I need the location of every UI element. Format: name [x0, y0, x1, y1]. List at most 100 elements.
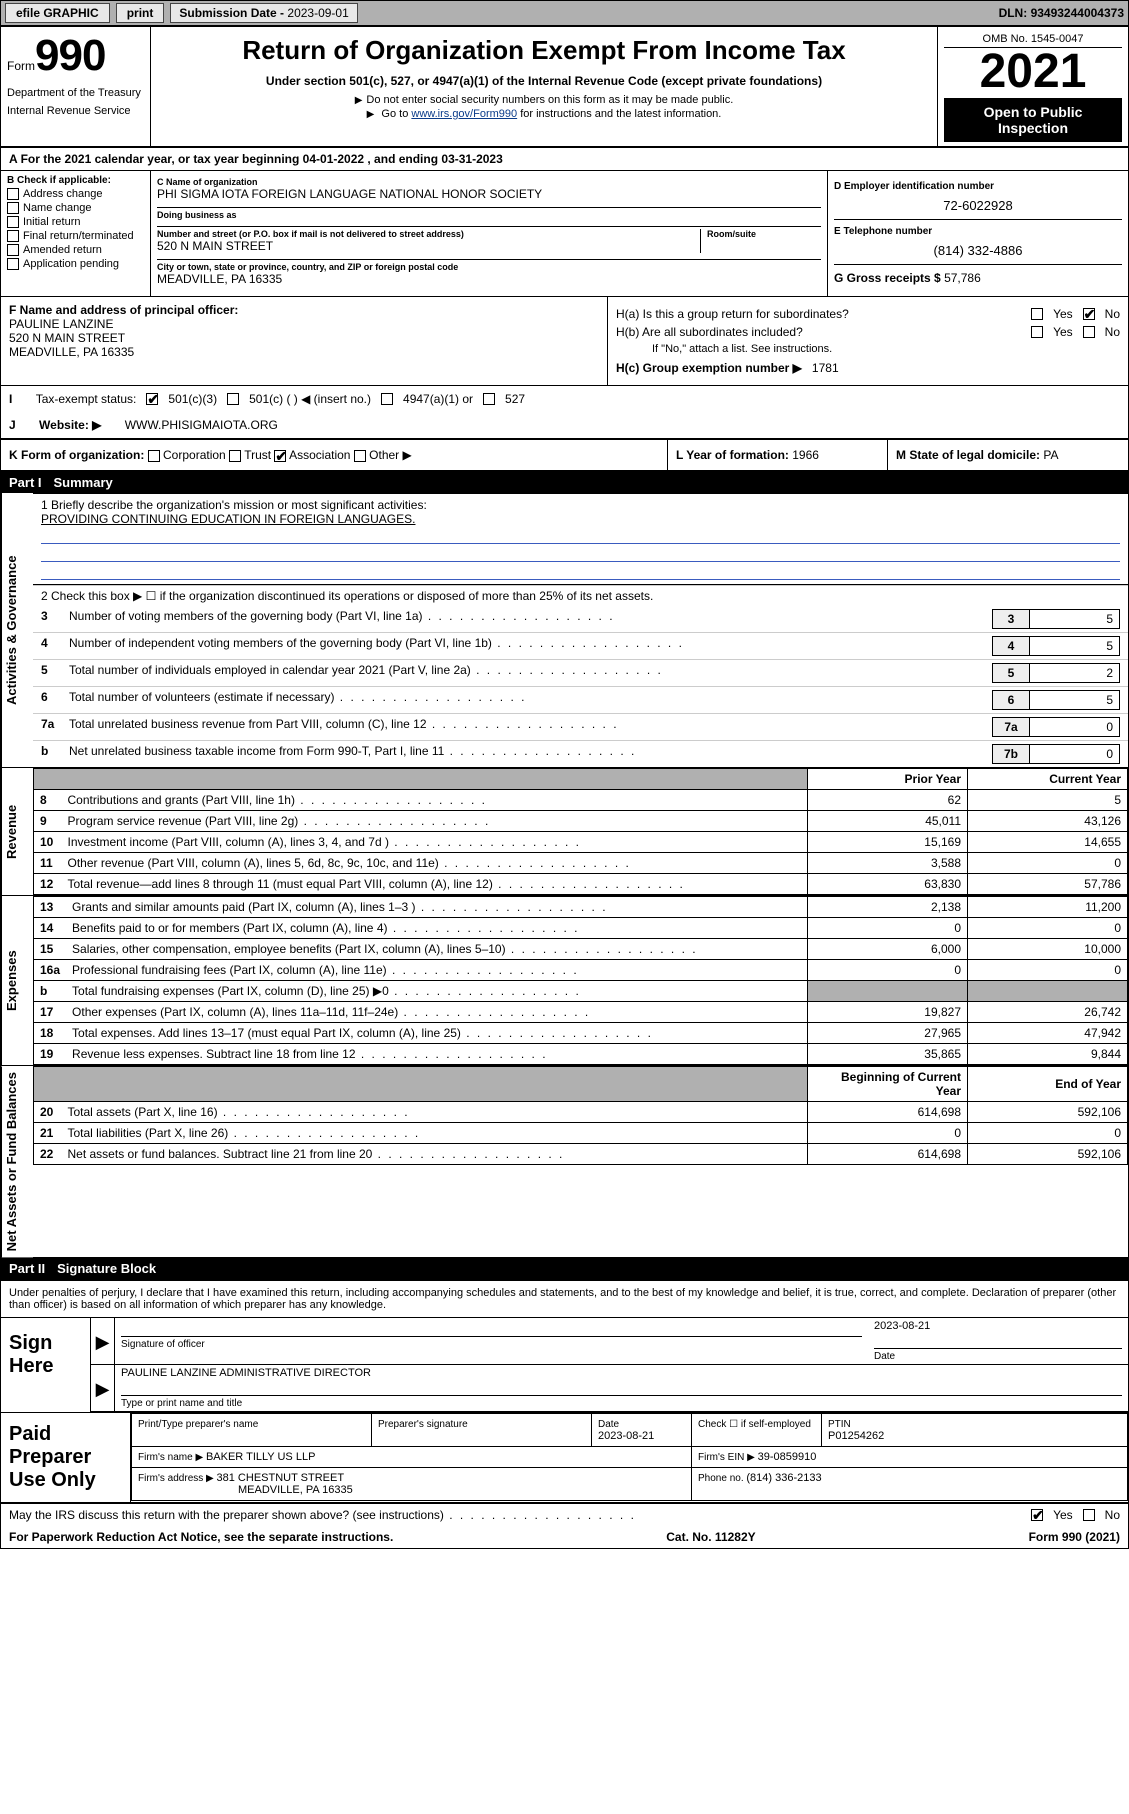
expenses-section: Expenses 13 Grants and similar amounts p… — [1, 896, 1128, 1066]
table-row: 10 Investment income (Part VIII, column … — [34, 832, 1128, 853]
k-label: K Form of organization: — [9, 448, 144, 462]
hb-no-checkbox[interactable] — [1083, 326, 1095, 338]
chk-app-pending[interactable]: Application pending — [7, 258, 144, 270]
officer-name-field: PAULINE LANZINE ADMINISTRATIVE DIRECTOR … — [115, 1365, 1128, 1411]
table-row: 9 Program service revenue (Part VIII, li… — [34, 811, 1128, 832]
row-current: 592,106 — [968, 1144, 1128, 1165]
firm-ein-value: 39-0859910 — [758, 1451, 817, 1463]
row-num: 13 — [34, 897, 67, 918]
line-value: 2 — [1030, 663, 1120, 683]
row-desc: Total revenue—add lines 8 through 11 (mu… — [62, 874, 808, 895]
ha-yes-checkbox[interactable] — [1031, 308, 1043, 320]
row-desc: Total liabilities (Part X, line 26) — [62, 1123, 808, 1144]
dba-label: Doing business as — [157, 210, 821, 220]
tax-period-line: A For the 2021 calendar year, or tax yea… — [1, 148, 1128, 171]
disclose-yes-checkbox[interactable] — [1031, 1509, 1043, 1521]
row-num: 10 — [34, 832, 62, 853]
officer-signature-field[interactable]: Signature of officer — [115, 1318, 868, 1364]
irs-link[interactable]: www.irs.gov/Form990 — [411, 108, 517, 120]
chk-501c3[interactable] — [146, 393, 158, 405]
row-current: 5 — [968, 790, 1128, 811]
chk-amended-label: Amended return — [23, 244, 102, 256]
chk-address-change[interactable]: Address change — [7, 188, 144, 200]
self-employed-check[interactable]: Check ☐ if self-employed — [698, 1419, 811, 1430]
tax-year: 2021 — [944, 48, 1122, 96]
summary-line: 7a Total unrelated business revenue from… — [33, 713, 1128, 740]
blank-cell — [62, 769, 808, 790]
row-prior: 19,827 — [808, 1002, 968, 1023]
chk-other[interactable] — [354, 450, 366, 462]
row-current: 0 — [968, 853, 1128, 874]
side-label-governance: Activities & Governance — [1, 493, 33, 767]
line-num: 6 — [41, 690, 69, 704]
chk-name-change[interactable]: Name change — [7, 202, 144, 214]
open-public-badge: Open to Public Inspection — [944, 98, 1122, 142]
disclose-no-checkbox[interactable] — [1083, 1509, 1095, 1521]
submission-label: Submission Date - — [179, 6, 287, 20]
line-num: 4 — [41, 636, 69, 650]
row-num: 22 — [34, 1144, 62, 1165]
chk-initial-return[interactable]: Initial return — [7, 216, 144, 228]
ptin-value: P01254262 — [828, 1430, 884, 1442]
chk-501c[interactable] — [227, 393, 239, 405]
hb-yes-label: Yes — [1053, 325, 1073, 339]
line-num: 5 — [41, 663, 69, 677]
goto-pre: Go to — [381, 108, 411, 120]
form-subtitle: Under section 501(c), 527, or 4947(a)(1)… — [157, 74, 931, 88]
row-prior: 0 — [808, 1123, 968, 1144]
line-box: 7b — [992, 744, 1030, 764]
col-boy: Beginning of Current Year — [808, 1067, 968, 1102]
chk-4947[interactable] — [381, 393, 393, 405]
line2: 2 Check this box ▶ ☐ if the organization… — [33, 585, 1128, 606]
line-value: 5 — [1030, 690, 1120, 710]
blank-cell — [34, 1067, 62, 1102]
chk-final-return-label: Final return/terminated — [23, 230, 134, 242]
row-prior: 614,698 — [808, 1102, 968, 1123]
row-num: 15 — [34, 939, 67, 960]
line-value: 5 — [1030, 636, 1120, 656]
line-box: 5 — [992, 663, 1030, 683]
chk-527[interactable] — [483, 393, 495, 405]
officer-cell: F Name and address of principal officer:… — [1, 297, 608, 385]
page-footer: For Paperwork Reduction Act Notice, see … — [1, 1526, 1128, 1548]
chk-corp[interactable] — [148, 450, 160, 462]
chk-amended[interactable]: Amended return — [7, 244, 144, 256]
table-row: 17 Other expenses (Part IX, column (A), … — [34, 1002, 1128, 1023]
row-num: b — [34, 981, 67, 1002]
hb-note: If "No," attach a list. See instructions… — [652, 343, 1120, 355]
table-row: 8 Contributions and grants (Part VIII, l… — [34, 790, 1128, 811]
row-current: 9,844 — [968, 1044, 1128, 1065]
submission-date-value: 2023-09-01 — [287, 6, 348, 20]
b-label: B Check if applicable: — [7, 175, 144, 186]
row-desc: Contributions and grants (Part VIII, lin… — [62, 790, 808, 811]
opt-527: 527 — [505, 392, 525, 406]
officer-addr2: MEADVILLE, PA 16335 — [9, 345, 134, 359]
table-row: 20 Total assets (Part X, line 16) 614,69… — [34, 1102, 1128, 1123]
tax-status-row: I Tax-exempt status: 501(c)(3) 501(c) ( … — [1, 386, 1128, 440]
mission-block: 1 Briefly describe the organization's mi… — [33, 493, 1128, 585]
row-current: 11,200 — [968, 897, 1128, 918]
preparer-label: Paid Preparer Use Only — [1, 1413, 131, 1502]
hb-yes-checkbox[interactable] — [1031, 326, 1043, 338]
row-prior: 63,830 — [808, 874, 968, 895]
room-label: Room/suite — [707, 229, 815, 239]
preparer-table: Print/Type preparer's name Preparer's si… — [131, 1413, 1128, 1501]
print-button[interactable]: print — [116, 3, 165, 23]
row-current: 57,786 — [968, 874, 1128, 895]
cat-number: Cat. No. 11282Y — [666, 1530, 755, 1544]
chk-trust[interactable] — [229, 450, 241, 462]
expenses-table: 13 Grants and similar amounts paid (Part… — [33, 896, 1128, 1065]
chk-assoc[interactable] — [274, 450, 286, 462]
website-value: WWW.PHISIGMAIOTA.ORG — [125, 418, 278, 432]
side-label-expenses: Expenses — [1, 896, 33, 1065]
table-row: 16a Professional fundraising fees (Part … — [34, 960, 1128, 981]
chk-final-return[interactable]: Final return/terminated — [7, 230, 144, 242]
row-current: 43,126 — [968, 811, 1128, 832]
ha-no-checkbox[interactable] — [1083, 308, 1095, 320]
dln-label: DLN: — [999, 6, 1031, 20]
sig-officer-label: Signature of officer — [121, 1336, 862, 1350]
prep-date-value: 2023-08-21 — [598, 1430, 654, 1442]
row-prior — [808, 981, 968, 1002]
row-desc: Total expenses. Add lines 13–17 (must eq… — [66, 1023, 807, 1044]
m-value: PA — [1043, 448, 1058, 462]
